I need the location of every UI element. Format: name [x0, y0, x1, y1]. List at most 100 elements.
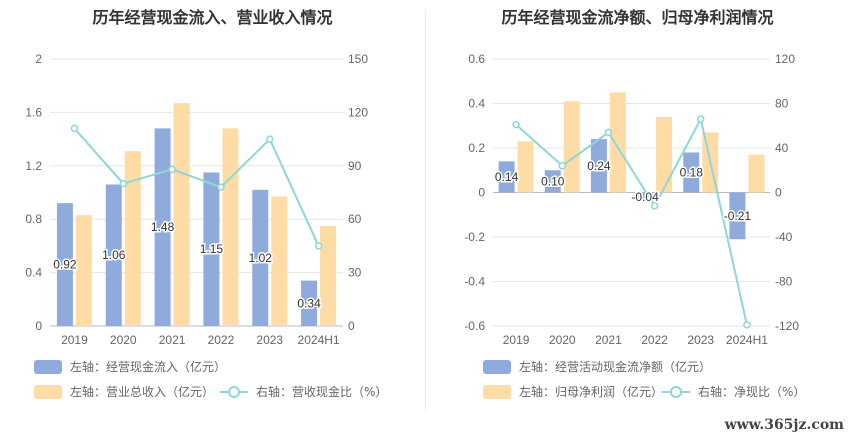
bar-primary [590, 139, 607, 193]
bar-value-label: 0.24 [587, 159, 611, 173]
legend-item[interactable]: 左轴：经营现金流入（亿元） [34, 358, 226, 375]
bar-primary [105, 184, 122, 326]
legend-swatch [662, 385, 690, 399]
chart-svg: 0 0.4 0.8 1.2 1.6 2 0 30 60 90 120 150 2019 2020 2021 2… [25, 52, 368, 347]
legend-item[interactable]: 左轴：营业总收入（亿元） [34, 383, 214, 400]
left-axis-tick-label: 0 [478, 186, 485, 200]
ratio-point [650, 202, 659, 210]
bar-primary [56, 203, 73, 326]
chart-title: 历年经营现金流入、营业收入情况 [92, 8, 333, 27]
bar-primary [252, 189, 269, 326]
bar-secondary [271, 196, 288, 326]
right-axis-tick-label: 80 [775, 97, 789, 111]
left-axis-tick-label: -0.6 [464, 319, 485, 333]
left-axis-tick-label: 0 [35, 319, 42, 333]
legend-label: 左轴：经营活动现金流净额（亿元） [519, 360, 712, 374]
legend-item[interactable]: 右轴：净现比（%） [662, 383, 805, 400]
left-axis-tick-label: 0.8 [25, 212, 42, 226]
left-axis-tick-label: 0.6 [468, 52, 485, 66]
bar-value-label: 1.02 [249, 251, 273, 265]
bar-value-label: 0.34 [297, 296, 321, 310]
left-axis-tick-label: 1.2 [25, 159, 42, 173]
legend-swatch [483, 359, 511, 374]
legend-swatch [220, 385, 248, 399]
ratio-point [119, 179, 127, 188]
bar-value-label: -0.21 [724, 209, 752, 223]
bar-secondary [222, 128, 239, 326]
chart-title: 历年经营现金流净额、归母净利润情况 [501, 8, 774, 27]
bar-primary [637, 192, 654, 202]
legend-label: 左轴：归母净利润（亿元） [519, 385, 664, 399]
bar-secondary [656, 116, 673, 193]
bar-value-label: 0.92 [53, 258, 77, 272]
left-axis-tick-label: 1.6 [25, 105, 42, 119]
x-axis-tick-label: 2024H1 [298, 333, 340, 347]
x-axis-tick-label: 2019 [503, 333, 530, 347]
bar-value-label: -0.04 [631, 190, 659, 204]
legend-swatch [34, 359, 62, 374]
bar-value-label: 1.48 [151, 220, 175, 234]
bar-secondary [563, 101, 580, 193]
right-axis-tick-label: -120 [775, 319, 799, 333]
ratio-point [314, 242, 323, 250]
bar-value-label: 0.14 [495, 170, 519, 184]
ratio-point [168, 165, 176, 174]
x-axis-tick-label: 2023 [256, 333, 283, 347]
legend-label: 左轴：经营现金流入（亿元） [70, 360, 227, 374]
x-axis-tick-label: 2021 [159, 333, 186, 347]
left-axis-tick-label: 0.4 [25, 266, 42, 280]
left-axis-tick-label: -0.4 [464, 275, 485, 289]
ratio-point [558, 162, 566, 170]
bar-secondary [517, 141, 534, 193]
bar-primary [301, 280, 318, 326]
legend-item[interactable]: 右轴：营收现金比（%） [220, 383, 387, 400]
bar-secondary [124, 151, 141, 326]
right-axis-tick-label: 90 [348, 159, 362, 173]
x-axis-tick-label: 2020 [549, 333, 576, 347]
x-axis-tick-label: 2020 [110, 333, 137, 347]
legend-swatch [34, 384, 62, 399]
bar-secondary [173, 103, 190, 327]
right-axis-tick-label: -80 [775, 275, 793, 289]
legend-item[interactable]: 左轴：归母净利润（亿元） [483, 383, 663, 400]
ratio-point [70, 124, 79, 133]
right-axis-tick-label: 120 [775, 52, 795, 66]
left-axis-tick-label: 0.4 [468, 97, 485, 111]
bar-secondary [748, 154, 765, 193]
bar-value-label: 0.10 [541, 174, 565, 188]
bar-secondary [320, 225, 337, 326]
left-axis-tick-label: 0.2 [468, 141, 485, 155]
chart-svg: -0.6 -0.4 -0.2 0 0.2 0.4 0.6 -120 -80 -40 0 40 80 120… [464, 52, 799, 347]
ratio-point [512, 120, 520, 129]
bar-value-label: 1.15 [200, 242, 224, 256]
ratio-point [743, 321, 751, 329]
bar-primary [203, 172, 220, 326]
right-axis-tick-label: 120 [348, 105, 368, 119]
bar-secondary [609, 92, 626, 193]
x-axis-tick-label: 2022 [208, 333, 235, 347]
bar-primary [154, 128, 171, 326]
legend-label: 右轴：营收现金比（%） [256, 385, 388, 399]
left-axis-tick-label: 2 [35, 52, 42, 66]
right-axis-tick-label: 40 [775, 141, 789, 155]
bar-value-label: 0.18 [680, 165, 704, 179]
x-axis-tick-label: 2023 [687, 333, 714, 347]
ratio-line [73, 127, 320, 247]
right-axis-tick-label: 30 [348, 266, 362, 280]
ratio-line [515, 116, 748, 326]
right-axis-tick-label: 0 [348, 319, 355, 333]
right-axis-tick-label: -40 [775, 230, 793, 244]
ratio-point [697, 115, 705, 123]
bar-value-label: 1.06 [102, 248, 126, 262]
chart-panel-cash-inflow: 历年经营现金流入、营业收入情况 0 0.4 0.8 1.2 1.6 2 0 30 60 90 120… [25, 8, 387, 400]
right-axis-tick-label: 150 [348, 52, 368, 66]
bar-primary [729, 192, 746, 240]
chart-panel-net-cash: 历年经营现金流净额、归母净利润情况 -0.6 -0.4 -0.2 0 0.2 0.4 0.6… [425, 0, 850, 437]
watermark: www.365jz.com [724, 417, 844, 433]
ratio-point [217, 183, 225, 191]
right-axis-tick-label: 60 [348, 212, 362, 226]
legend-label: 右轴：净现比（%） [698, 385, 806, 399]
legend-item[interactable]: 左轴：经营活动现金流净额（亿元） [483, 358, 711, 375]
left-axis-tick-label: -0.2 [464, 230, 485, 244]
ratio-point [266, 135, 274, 143]
